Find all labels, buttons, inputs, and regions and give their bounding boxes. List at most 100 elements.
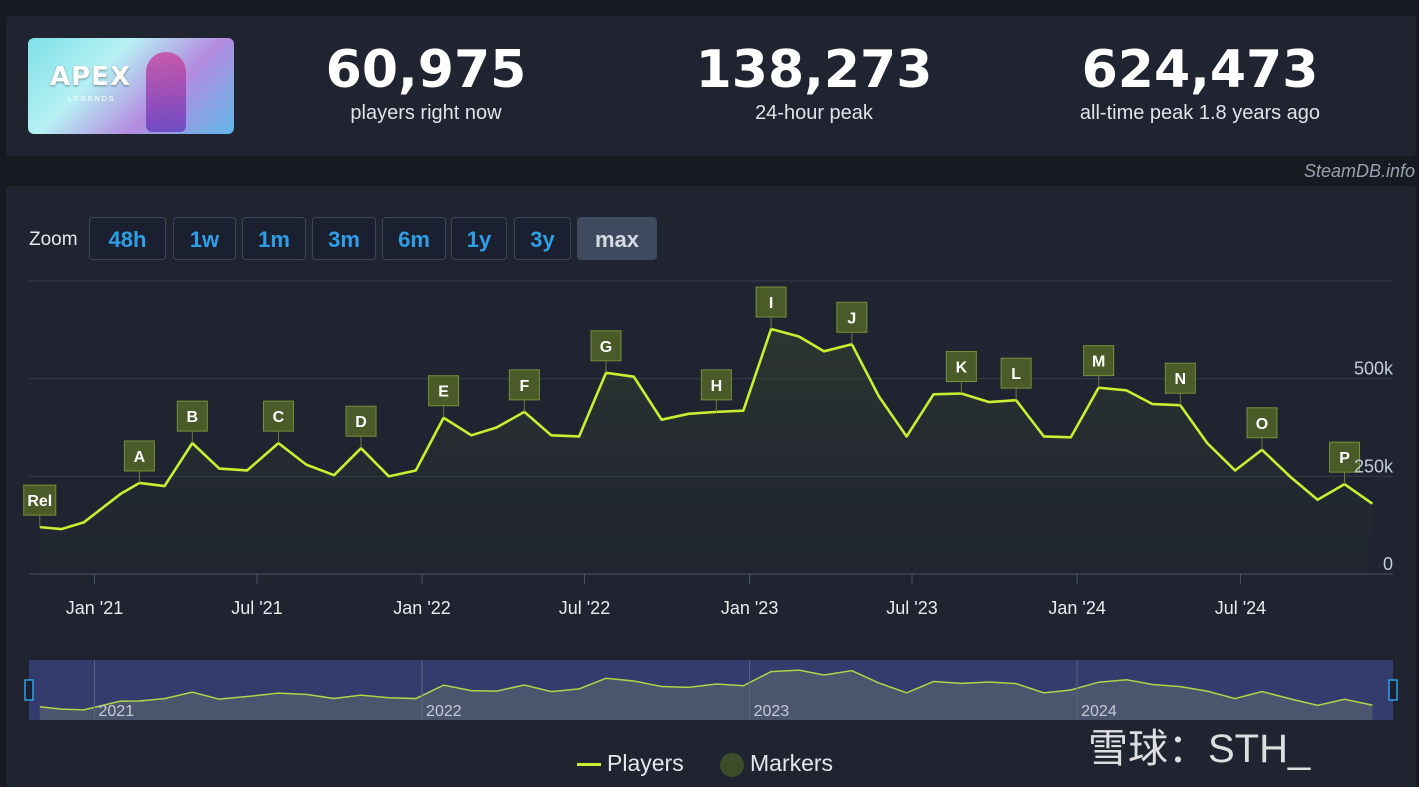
x-tick-label: Jul '24 bbox=[1215, 598, 1266, 618]
marker-m[interactable]: M bbox=[1083, 345, 1115, 388]
marker-label: Rel bbox=[27, 493, 52, 510]
navigator-right-handle[interactable] bbox=[1388, 679, 1398, 701]
navigator[interactable]: 2021 2022 2023 2024 bbox=[24, 660, 1398, 720]
marker-label: O bbox=[1256, 416, 1268, 433]
x-tick-label: Jan '22 bbox=[393, 598, 450, 618]
zoom-3m-button[interactable]: 3m bbox=[312, 217, 376, 260]
character-figure bbox=[146, 52, 186, 132]
watermark-text: 雪球：STH_ bbox=[1088, 727, 1311, 771]
marker-label: P bbox=[1339, 450, 1350, 467]
marker-box bbox=[123, 440, 155, 472]
marker-label: A bbox=[134, 449, 146, 466]
game-thumbnail[interactable]: APEX LEGENDS bbox=[28, 38, 234, 134]
marker-box bbox=[945, 351, 977, 383]
marker-label: F bbox=[519, 378, 529, 395]
zoom-6m-button[interactable]: 6m bbox=[382, 217, 446, 260]
legend-line-icon bbox=[577, 763, 601, 767]
marker-e[interactable]: E bbox=[428, 375, 460, 418]
marker-d[interactable]: D bbox=[345, 405, 377, 449]
navigator-year-label: 2022 bbox=[426, 703, 462, 720]
marker-box bbox=[508, 369, 540, 401]
marker-l[interactable]: L bbox=[1000, 357, 1032, 401]
marker-box bbox=[1246, 407, 1278, 439]
marker-label: J bbox=[847, 310, 856, 327]
marker-box bbox=[23, 484, 57, 516]
marker-box bbox=[428, 375, 460, 407]
marker-label: N bbox=[1175, 371, 1187, 388]
y-tick-label: 500k bbox=[1354, 359, 1394, 379]
current-players-label: players right now bbox=[350, 102, 502, 124]
marker-box bbox=[1329, 441, 1361, 473]
marker-c[interactable]: C bbox=[262, 400, 294, 444]
day-peak-stat: 138,273 24-hour peak bbox=[684, 40, 944, 126]
marker-j[interactable]: J bbox=[836, 301, 868, 345]
x-tick-label: Jan '21 bbox=[66, 598, 123, 618]
stats-bar: APEX LEGENDS 60,975 players right now 13… bbox=[6, 16, 1416, 156]
zoom-1y-button[interactable]: 1y bbox=[451, 217, 507, 260]
legend-players-item[interactable]: Players bbox=[577, 750, 684, 777]
game-logo-subtitle: LEGENDS bbox=[68, 96, 116, 103]
marker-box bbox=[1000, 357, 1032, 389]
marker-label: D bbox=[355, 414, 367, 431]
x-tick-label: Jul '21 bbox=[231, 598, 282, 618]
marker-p[interactable]: P bbox=[1329, 441, 1361, 485]
marker-label: M bbox=[1092, 354, 1105, 371]
navigator-year-label: 2021 bbox=[99, 703, 135, 720]
marker-label: B bbox=[187, 409, 199, 426]
marker-label: G bbox=[600, 339, 612, 356]
marker-label: L bbox=[1011, 366, 1021, 383]
marker-box bbox=[700, 369, 732, 401]
marker-b[interactable]: B bbox=[176, 400, 208, 444]
current-players-stat: 60,975 players right now bbox=[296, 40, 556, 126]
game-logo: APEX bbox=[50, 62, 131, 92]
navigator-year-label: 2024 bbox=[1081, 703, 1117, 720]
marker-box bbox=[590, 330, 622, 362]
x-tick-label: Jul '23 bbox=[886, 598, 937, 618]
marker-rel[interactable]: Rel bbox=[23, 484, 57, 528]
players-series-line[interactable] bbox=[39, 327, 1374, 531]
zoom-max-button[interactable]: max bbox=[577, 217, 657, 260]
marker-box bbox=[1083, 345, 1115, 377]
marker-label: C bbox=[273, 409, 285, 426]
marker-box bbox=[755, 286, 787, 318]
marker-box bbox=[1164, 362, 1196, 394]
navigator-area bbox=[39, 670, 1373, 720]
navigator-year-label: 2023 bbox=[754, 703, 790, 720]
navigator-line bbox=[39, 669, 1373, 711]
legend-markers-label: Markers bbox=[750, 750, 834, 776]
marker-label: H bbox=[711, 378, 723, 395]
marker-box bbox=[345, 405, 377, 437]
day-peak-label: 24-hour peak bbox=[755, 102, 873, 124]
navigator-left-handle[interactable] bbox=[24, 679, 34, 701]
steamdb-credit-link[interactable]: SteamDB.info bbox=[1303, 161, 1415, 181]
legend-marker-icon bbox=[720, 752, 744, 777]
y-tick-label: 0 bbox=[1383, 554, 1393, 574]
zoom-3y-button[interactable]: 3y bbox=[514, 217, 571, 260]
marker-n[interactable]: N bbox=[1164, 362, 1196, 406]
marker-f[interactable]: F bbox=[508, 369, 540, 412]
marker-label: K bbox=[956, 360, 968, 377]
marker-label: I bbox=[769, 295, 773, 312]
all-time-peak-label: all-time peak 1.8 years ago bbox=[1079, 102, 1321, 124]
marker-k[interactable]: K bbox=[945, 351, 977, 394]
x-tick-label: Jan '24 bbox=[1048, 598, 1105, 618]
zoom-1m-button[interactable]: 1m bbox=[242, 217, 306, 260]
day-peak-value: 138,273 bbox=[695, 40, 933, 100]
zoom-48h-button[interactable]: 48h bbox=[89, 217, 166, 260]
marker-g[interactable]: G bbox=[590, 330, 622, 373]
legend-markers-item[interactable]: Markers bbox=[720, 750, 833, 777]
zoom-1w-button[interactable]: 1w bbox=[173, 217, 236, 260]
marker-box bbox=[262, 400, 294, 432]
all-time-peak-stat: 624,473 all-time peak 1.8 years ago bbox=[1040, 40, 1360, 126]
y-tick-label: 250k bbox=[1354, 456, 1394, 476]
marker-o[interactable]: O bbox=[1246, 407, 1278, 450]
x-tick-label: Jan '23 bbox=[721, 598, 778, 618]
marker-h[interactable]: H bbox=[700, 369, 732, 412]
current-players-value: 60,975 bbox=[325, 40, 527, 100]
marker-box bbox=[176, 400, 208, 432]
marker-i[interactable]: I bbox=[755, 286, 787, 330]
legend-players-label: Players bbox=[607, 750, 684, 776]
marker-a[interactable]: A bbox=[123, 440, 155, 483]
marker-box bbox=[836, 301, 868, 333]
